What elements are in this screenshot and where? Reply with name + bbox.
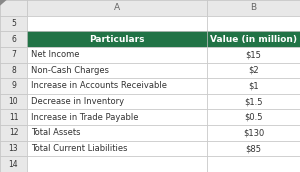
- Bar: [207, 125, 300, 141]
- Bar: [207, 94, 300, 109]
- Text: Increase in Accounts Receivable: Increase in Accounts Receivable: [31, 82, 167, 90]
- Bar: [0, 109, 27, 125]
- Bar: [27, 31, 207, 47]
- Bar: [207, 47, 300, 63]
- Bar: [27, 47, 207, 63]
- Text: 14: 14: [9, 160, 18, 169]
- Text: 13: 13: [9, 144, 18, 153]
- Bar: [207, 109, 300, 125]
- Text: $1.5: $1.5: [244, 97, 263, 106]
- Text: B: B: [250, 3, 256, 12]
- Bar: [0, 141, 27, 156]
- Bar: [27, 141, 207, 156]
- Text: $130: $130: [243, 128, 264, 137]
- Bar: [0, 0, 27, 16]
- Text: Decrease in Inventory: Decrease in Inventory: [31, 97, 124, 106]
- Bar: [27, 94, 207, 109]
- Bar: [27, 16, 207, 31]
- Bar: [27, 125, 207, 141]
- Text: $2: $2: [248, 66, 259, 75]
- Text: $15: $15: [246, 50, 261, 59]
- Bar: [0, 125, 27, 141]
- Text: Non-Cash Charges: Non-Cash Charges: [31, 66, 109, 75]
- Text: 7: 7: [11, 50, 16, 59]
- Bar: [0, 47, 27, 63]
- Bar: [207, 63, 300, 78]
- Text: Particulars: Particulars: [89, 35, 145, 44]
- Bar: [207, 141, 300, 156]
- Bar: [27, 0, 207, 16]
- Bar: [0, 31, 27, 47]
- Bar: [27, 63, 207, 78]
- Text: 10: 10: [9, 97, 18, 106]
- Text: $1: $1: [248, 82, 259, 90]
- Bar: [27, 109, 207, 125]
- Text: 9: 9: [11, 82, 16, 90]
- Text: Value (in million): Value (in million): [210, 35, 297, 44]
- Bar: [207, 31, 300, 47]
- Bar: [0, 0, 27, 16]
- Polygon shape: [0, 0, 7, 6]
- Text: 6: 6: [11, 35, 16, 44]
- Text: Net Income: Net Income: [31, 50, 79, 59]
- Text: 12: 12: [9, 128, 18, 137]
- Text: $0.5: $0.5: [244, 113, 263, 122]
- Bar: [0, 78, 27, 94]
- Bar: [0, 16, 27, 31]
- Text: Total Assets: Total Assets: [31, 128, 80, 137]
- Text: A: A: [114, 3, 120, 12]
- Bar: [0, 156, 27, 172]
- Bar: [207, 78, 300, 94]
- Text: 8: 8: [11, 66, 16, 75]
- Text: Total Current Liabilities: Total Current Liabilities: [31, 144, 127, 153]
- Bar: [0, 94, 27, 109]
- Bar: [207, 16, 300, 31]
- Bar: [0, 63, 27, 78]
- Bar: [27, 78, 207, 94]
- Text: 11: 11: [9, 113, 18, 122]
- Text: Increase in Trade Payable: Increase in Trade Payable: [31, 113, 138, 122]
- Bar: [27, 156, 207, 172]
- Bar: [207, 0, 300, 16]
- Text: 5: 5: [11, 19, 16, 28]
- Bar: [207, 156, 300, 172]
- Text: $85: $85: [245, 144, 262, 153]
